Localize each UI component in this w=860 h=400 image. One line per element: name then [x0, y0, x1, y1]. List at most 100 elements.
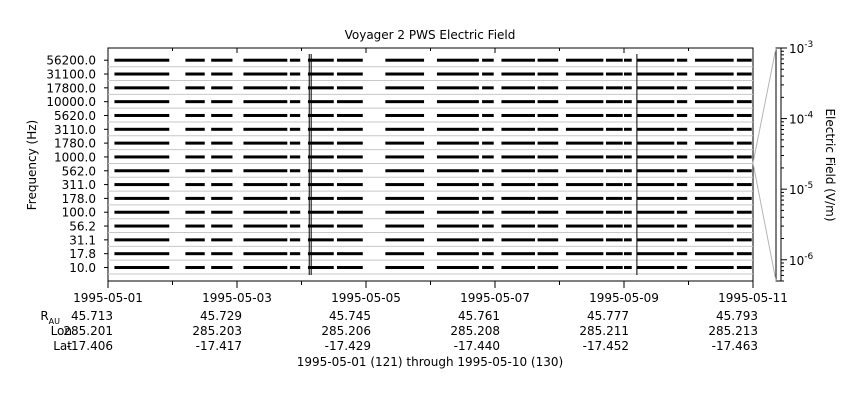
- data-segment: [211, 155, 233, 159]
- data-segment: [243, 224, 288, 228]
- data-segment: [185, 72, 205, 76]
- data-segment: [605, 72, 623, 76]
- data-segment: [211, 127, 233, 131]
- data-segment: [636, 141, 675, 145]
- data-segment: [537, 127, 559, 131]
- ephemeris-value: 45.713: [71, 309, 113, 323]
- data-segment: [289, 100, 301, 104]
- data-segment: [565, 141, 604, 145]
- y-tick-label: 17.8: [69, 247, 96, 261]
- data-segment: [537, 72, 559, 76]
- colorbar-connector: [752, 162, 777, 282]
- data-segment: [114, 266, 170, 269]
- ephemeris-value: 285.211: [579, 324, 629, 338]
- data-segment: [501, 238, 535, 242]
- data-segment: [482, 155, 494, 159]
- data-segment: [676, 196, 688, 200]
- ephemeris-value: -17.417: [196, 339, 242, 353]
- data-segment: [385, 86, 425, 90]
- data-segment: [289, 196, 301, 200]
- data-segment: [676, 169, 688, 173]
- data-segment: [436, 141, 479, 145]
- data-segment: [501, 196, 535, 200]
- data-segment: [736, 224, 752, 228]
- data-segment: [624, 266, 632, 269]
- data-segment: [736, 100, 752, 104]
- colorbar-tick-label: 10-5: [789, 181, 813, 197]
- data-segment: [307, 72, 334, 76]
- data-segment: [605, 141, 623, 145]
- data-segment: [289, 210, 301, 214]
- data-segment: [436, 155, 479, 159]
- data-segment: [211, 58, 233, 62]
- data-segment: [185, 100, 205, 104]
- data-segment: [636, 72, 675, 76]
- data-segment: [307, 113, 334, 117]
- data-segment: [436, 252, 479, 256]
- data-segment: [385, 72, 425, 76]
- data-segment: [636, 86, 675, 90]
- ephemeris-value: 45.777: [587, 309, 629, 323]
- data-segment: [624, 196, 632, 200]
- data-segment: [501, 141, 535, 145]
- data-segment: [307, 127, 334, 131]
- y-tick-label: 5620.0: [54, 109, 96, 123]
- data-segment: [243, 238, 288, 242]
- data-segment: [736, 86, 752, 90]
- data-segment: [636, 266, 675, 269]
- data-segment: [624, 58, 632, 62]
- data-segment: [537, 183, 559, 187]
- data-segment: [694, 113, 734, 117]
- data-segment: [289, 252, 301, 256]
- data-segment: [694, 86, 734, 90]
- x-tick-label: 1995-05-03: [202, 291, 272, 305]
- data-segment: [605, 266, 623, 269]
- data-segment: [436, 210, 479, 214]
- data-segment: [243, 72, 288, 76]
- data-segment: [501, 113, 535, 117]
- data-segment: [676, 86, 688, 90]
- data-segment: [605, 169, 623, 173]
- ephemeris-value: 285.203: [192, 324, 242, 338]
- x-tick-label: 1995-05-07: [460, 291, 530, 305]
- data-segment: [501, 100, 535, 104]
- data-segment: [501, 266, 535, 269]
- data-segment: [676, 224, 688, 228]
- colorbar-tick-exponent: -5: [804, 181, 813, 191]
- colorbar-box: [775, 47, 782, 282]
- data-segment: [243, 252, 288, 256]
- data-segment: [114, 169, 170, 173]
- data-segment: [537, 169, 559, 173]
- data-segment: [736, 141, 752, 145]
- data-segment: [114, 86, 170, 90]
- data-segment: [307, 210, 334, 214]
- data-segment: [211, 266, 233, 269]
- data-segment: [385, 224, 425, 228]
- data-segment: [636, 252, 675, 256]
- data-segment: [605, 183, 623, 187]
- data-segment: [736, 266, 752, 269]
- data-segment: [624, 224, 632, 228]
- data-segment: [436, 72, 479, 76]
- data-segment: [185, 113, 205, 117]
- data-segment: [307, 266, 334, 269]
- data-segment: [336, 196, 363, 200]
- data-segment: [694, 196, 734, 200]
- data-segment: [185, 183, 205, 187]
- data-segment: [185, 86, 205, 90]
- y-tick-label: 1000.0: [54, 150, 96, 164]
- data-segment: [605, 155, 623, 159]
- data-segment: [537, 224, 559, 228]
- data-segment: [185, 266, 205, 269]
- colorbar-label: Electric Field (V/m): [823, 108, 837, 221]
- data-segment: [185, 252, 205, 256]
- data-segment: [185, 155, 205, 159]
- data-segment: [636, 224, 675, 228]
- data-segment: [624, 86, 632, 90]
- data-segment: [385, 210, 425, 214]
- data-segment: [436, 113, 479, 117]
- data-segment: [694, 224, 734, 228]
- data-segment: [636, 196, 675, 200]
- data-segment: [385, 252, 425, 256]
- y-tick-label: 17800.0: [46, 81, 96, 95]
